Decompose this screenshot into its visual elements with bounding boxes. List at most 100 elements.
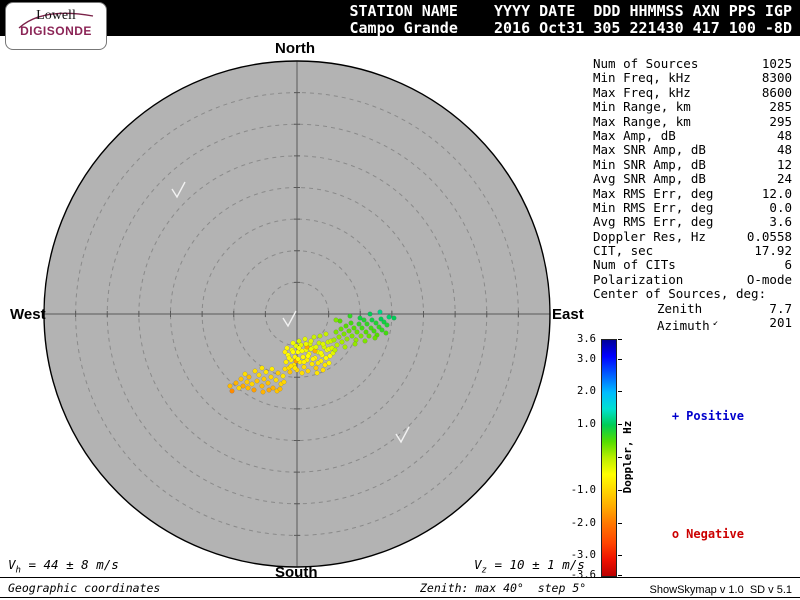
- scatter-point: [283, 359, 289, 365]
- stat-value: 48: [776, 142, 792, 158]
- scatter-point: [282, 349, 288, 355]
- scatter-point: [352, 341, 358, 347]
- scatter-point: [331, 337, 337, 343]
- coordinates-note: Geographic coordinates: [8, 581, 161, 595]
- stat-row: Min Freq, kHz 8300: [593, 70, 792, 86]
- stat-label: Azimuth ↙: [657, 318, 719, 334]
- scatter-point: [341, 331, 347, 337]
- colorbar-tick: [618, 575, 622, 576]
- scatter-point: [310, 356, 316, 362]
- stats-panel: Num of Sources 1025 Min Freq, kHz 8300 Max F…: [593, 56, 792, 334]
- scatter-point: [343, 323, 349, 329]
- zenith-range-note: Zenith: max 40° step 5°: [420, 581, 587, 595]
- scatter-point: [233, 380, 239, 386]
- stat-row: Num of CITs 6: [593, 257, 792, 273]
- scatter-point: [391, 315, 397, 321]
- scatter-point: [308, 346, 314, 352]
- stat-label: Max Amp, dB: [593, 127, 676, 143]
- scatter-point: [348, 320, 354, 326]
- scatter-point: [290, 349, 296, 355]
- scatter-point: [314, 370, 320, 376]
- stat-label: Num of CITs: [593, 257, 676, 273]
- horizontal-velocity-readout: Vh = 44 ± 8 m/s: [8, 557, 119, 576]
- stat-value: 295: [769, 113, 792, 129]
- scatter-point: [251, 387, 257, 393]
- scatter-point: [351, 325, 357, 331]
- stat-row: Avg RMS Err, deg 3.6: [593, 214, 792, 229]
- scatter-point: [305, 368, 311, 374]
- vh-symbol: V: [8, 557, 16, 572]
- scatter-point: [249, 381, 255, 387]
- scatter-point: [309, 361, 315, 367]
- scatter-point: [322, 362, 328, 368]
- negative-label: Negative: [686, 527, 744, 541]
- scatter-point: [358, 333, 364, 339]
- scatter-point: [302, 336, 308, 342]
- azimuth-arrow-icon: ↙: [712, 318, 719, 329]
- vh-subscript: h: [15, 565, 21, 576]
- vertical-velocity-readout: Vz = 10 ± 1 m/s: [474, 557, 585, 576]
- scatter-point: [315, 360, 321, 366]
- stat-row: Max RMS Err, deg 12.0: [593, 185, 792, 201]
- stat-value: 17.92: [754, 243, 792, 259]
- stat-row: Min RMS Err, deg 0.0: [593, 200, 792, 215]
- stat-label: Min Range, km: [593, 99, 691, 115]
- stat-row: Min Range, km 285: [593, 99, 792, 115]
- scatter-point: [366, 333, 372, 339]
- colorbar-tick: [618, 489, 622, 491]
- scatter-point: [378, 316, 384, 322]
- scatter-point: [327, 353, 333, 359]
- scatter-point: [299, 348, 305, 354]
- scatter-point: [311, 334, 317, 340]
- scatter-point: [308, 338, 314, 344]
- positive-label: Positive: [686, 409, 744, 423]
- stat-label: Doppler Res, Hz: [593, 228, 706, 244]
- scatter-point: [260, 389, 266, 395]
- stat-value: 7.7: [769, 300, 792, 316]
- scatter-point: [367, 311, 373, 317]
- direction-marker-icon: [282, 310, 297, 328]
- scatter-point: [357, 315, 363, 321]
- scatter-point: [369, 317, 375, 323]
- compass-north-label: North: [275, 40, 315, 57]
- scatter-point: [364, 321, 370, 327]
- scatter-point: [292, 365, 298, 371]
- stat-row: Polarization O-mode: [593, 271, 792, 287]
- colorbar-title: Doppler, Hz: [621, 420, 634, 494]
- scatter-point: [263, 369, 269, 375]
- stat-label: CIT, sec: [593, 243, 654, 259]
- scatter-point: [275, 370, 281, 376]
- stat-label: Polarization: [593, 271, 684, 287]
- scatter-point: [277, 386, 283, 392]
- scatter-point: [261, 376, 267, 382]
- scatter-point: [227, 383, 233, 389]
- version-text: ShowSkymap v 1.0 SD v 5.1: [649, 584, 792, 596]
- stat-label: Zenith: [657, 300, 703, 316]
- stat-row: Center of Sources, deg:: [593, 286, 792, 301]
- direction-marker-icon: [395, 426, 410, 444]
- colorbar-tick-label: -3.6: [570, 569, 596, 581]
- scatter-point: [296, 338, 302, 344]
- stat-value: 8300: [761, 70, 792, 86]
- stat-label: Avg SNR Amp, dB: [593, 171, 706, 187]
- negative-doppler-legend: o Negative: [643, 513, 744, 555]
- scatter-point: [290, 340, 296, 346]
- stat-value: 285: [769, 99, 792, 115]
- stat-row: Max Amp, dB 48: [593, 127, 792, 143]
- colorbar-tick-label: 3.0: [577, 352, 596, 365]
- positive-doppler-legend: + Positive: [643, 395, 744, 437]
- scatter-point: [377, 309, 383, 315]
- scatter-point: [287, 369, 293, 375]
- stat-value: 12.0: [761, 185, 792, 201]
- stat-label: Max Freq, kHz: [593, 84, 691, 100]
- scatter-point: [347, 313, 353, 319]
- vz-symbol: V: [474, 557, 482, 572]
- scatter-point: [326, 360, 332, 366]
- scatter-point: [359, 325, 365, 331]
- scatter-point: [305, 353, 311, 359]
- vh-value: = 44 ± 8 m/s: [20, 557, 119, 572]
- colorbar-tick: [618, 358, 622, 360]
- scatter-point: [240, 383, 246, 389]
- stat-row: CIT, sec 17.92: [593, 243, 792, 259]
